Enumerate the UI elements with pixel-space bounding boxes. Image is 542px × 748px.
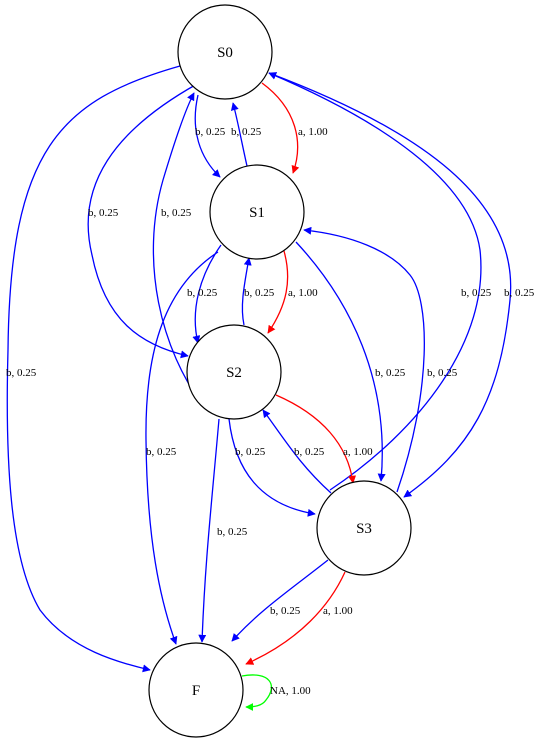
edge-label: b, 0.25: [231, 126, 262, 138]
edge-s3-to-f: [245, 571, 346, 665]
edge-s1-to-s2: [267, 250, 289, 334]
edge-s3-to-s0: [268, 72, 482, 491]
edge-label: b, 0.25: [88, 207, 119, 219]
edge-s3-to-s1: [303, 226, 425, 493]
edge-s1-to-s3: [295, 241, 386, 482]
state-circle: [186, 324, 282, 420]
edge-label: b, 0.25: [270, 605, 301, 617]
state-node-f: F: [148, 642, 244, 738]
state-node-s3: S3: [316, 480, 412, 576]
edge-label: a, 1.00: [343, 446, 373, 458]
nodes-layer: S0 S1 S2 S3 F: [148, 4, 412, 738]
state-label: S2: [226, 365, 242, 381]
edge-label: b, 0.25: [187, 287, 218, 299]
state-label: F: [192, 683, 200, 699]
edge-label: b, 0.25: [375, 367, 406, 379]
edge-s3-to-f: [231, 559, 329, 642]
edge-labels-layer: b, 0.25 b, 0.25 a, 1.00 b, 0.25 b, 0.25 b, 0.…: [6, 126, 535, 697]
edge-label: a, 1.00: [288, 287, 318, 299]
edge-label: b, 0.25: [427, 367, 458, 379]
edge-label: b, 0.25: [504, 287, 535, 299]
state-label: S1: [249, 205, 265, 221]
edge-label: b, 0.25: [461, 287, 492, 299]
state-node-s0: S0: [177, 4, 273, 100]
edge-s3-to-s2: [262, 409, 332, 494]
edge-s2-to-s3: [228, 418, 316, 517]
edge-s0-to-f: [6, 65, 181, 673]
edge-label: b, 0.25: [6, 367, 37, 379]
edge-s2-to-s3: [275, 394, 357, 484]
edges-layer: [6, 65, 512, 711]
edge-s1-to-f: [145, 251, 219, 645]
state-node-s2: S2: [186, 324, 282, 420]
edge-s0-to-s1: [194, 94, 221, 178]
edge-label: b, 0.25: [217, 526, 248, 538]
state-circle: [209, 164, 305, 260]
edge-s0-to-s1: [261, 82, 300, 174]
state-circle: [316, 480, 412, 576]
edge-s2-to-s1: [241, 257, 252, 326]
edge-label: NA, 1.00: [270, 685, 311, 697]
edge-s0-to-s2: [87, 83, 198, 359]
edge-f-to-f: [241, 674, 272, 711]
edge-s1-to-s0: [230, 102, 248, 167]
state-label: S0: [217, 45, 233, 61]
state-label: S3: [356, 521, 372, 537]
edge-label: b, 0.25: [244, 287, 275, 299]
edge-s2-to-s0: [152, 92, 206, 409]
edge-label: b, 0.25: [146, 446, 177, 458]
state-circle: [148, 642, 244, 738]
edge-label: a, 1.00: [298, 126, 328, 138]
state-node-s1: S1: [209, 164, 305, 260]
edge-label: b, 0.25: [235, 446, 266, 458]
edge-label: a, 1.00: [323, 605, 353, 617]
edge-s2-to-f: [198, 418, 220, 643]
edge-s0-to-s3: [268, 72, 512, 498]
edge-label: b, 0.25: [195, 126, 226, 138]
state-circle: [177, 4, 273, 100]
edge-label: b, 0.25: [161, 207, 192, 219]
edge-label: b, 0.25: [294, 446, 325, 458]
